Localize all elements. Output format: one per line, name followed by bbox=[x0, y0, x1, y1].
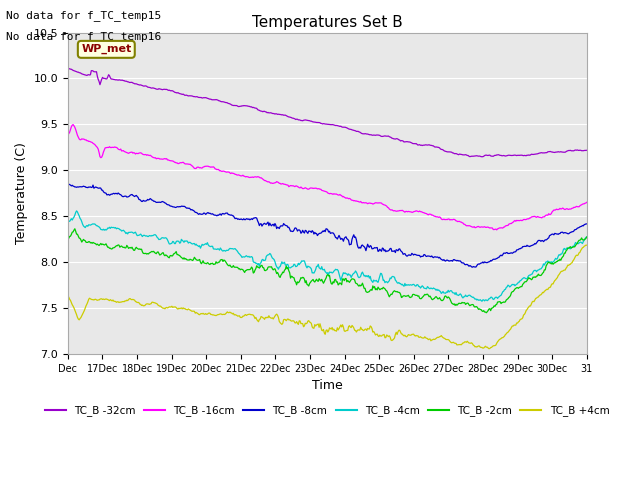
Text: WP_met: WP_met bbox=[81, 44, 131, 55]
Legend: TC_B -32cm, TC_B -16cm, TC_B -8cm, TC_B -4cm, TC_B -2cm, TC_B +4cm: TC_B -32cm, TC_B -16cm, TC_B -8cm, TC_B … bbox=[41, 401, 614, 420]
Text: No data for f_TC_temp16: No data for f_TC_temp16 bbox=[6, 31, 162, 42]
Y-axis label: Temperature (C): Temperature (C) bbox=[15, 143, 28, 244]
Title: Temperatures Set B: Temperatures Set B bbox=[252, 15, 403, 30]
X-axis label: Time: Time bbox=[312, 379, 343, 392]
Text: No data for f_TC_temp15: No data for f_TC_temp15 bbox=[6, 10, 162, 21]
